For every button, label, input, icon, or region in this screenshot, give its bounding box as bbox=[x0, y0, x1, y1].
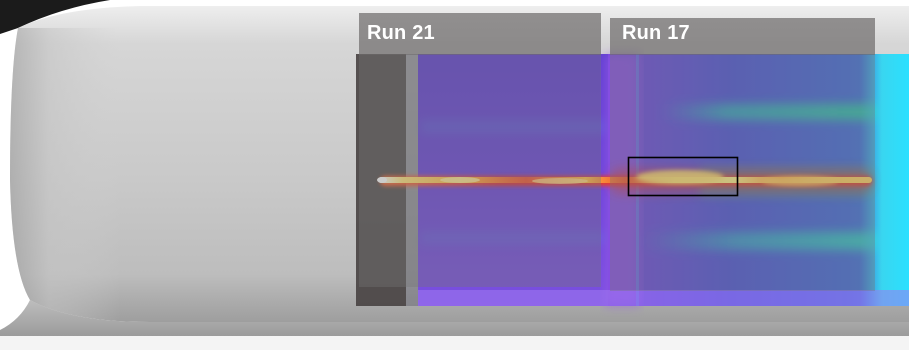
hot-streak bbox=[378, 177, 872, 183]
run17-panel bbox=[610, 18, 875, 291]
highlight-box bbox=[627, 156, 739, 197]
run17-label: Run 17 bbox=[622, 22, 690, 44]
run21-label: Run 21 bbox=[367, 22, 435, 44]
run21-panel bbox=[359, 13, 601, 287]
